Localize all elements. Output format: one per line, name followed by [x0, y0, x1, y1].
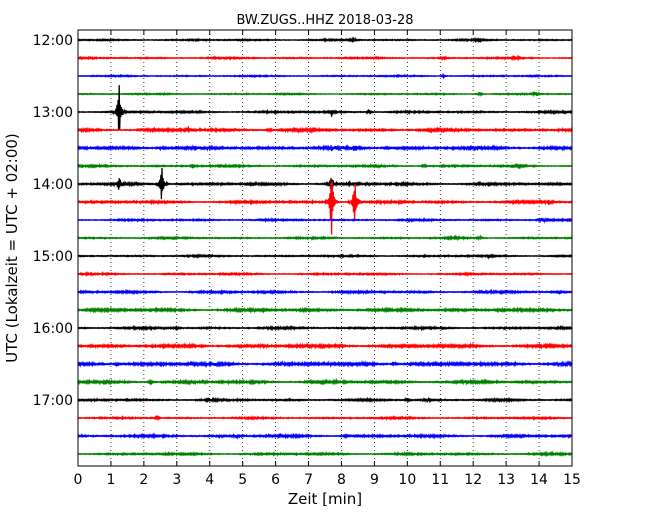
chart-title: BW.ZUGS..HHZ 2018-03-28 — [236, 13, 413, 28]
trace-line — [77, 324, 573, 332]
trace-line — [77, 432, 573, 440]
x-tick-label: 2 — [139, 472, 148, 488]
trace-line — [77, 54, 573, 62]
y-axis-label: UTC (Lokalzeit = UTC + 02:00) — [3, 133, 21, 363]
trace-line — [77, 217, 573, 224]
x-tick-label: 12 — [464, 472, 482, 488]
y-axis: 12:00 13:00 14:00 15:00 16:00 17:00 — [33, 33, 572, 409]
trace-line — [77, 162, 573, 170]
trace-line — [77, 270, 573, 278]
grid-lines — [110, 30, 540, 466]
trace-line — [77, 450, 573, 458]
y-tick-label: 16:00 — [33, 321, 73, 337]
trace-line — [77, 126, 573, 135]
x-tick-label: 0 — [74, 472, 83, 488]
y-tick-label: 13:00 — [33, 105, 73, 121]
x-tick-label: 10 — [398, 472, 416, 488]
trace-line — [77, 396, 573, 404]
plot-frame — [77, 29, 573, 467]
y-tick-label: 12:00 — [33, 33, 73, 49]
x-tick-label: 15 — [563, 472, 581, 488]
trace-line — [77, 341, 573, 351]
x-tick-label: 13 — [497, 472, 515, 488]
trace-line — [77, 85, 573, 131]
trace-line — [77, 377, 573, 386]
trace-line — [77, 72, 573, 80]
x-axis-label: Zeit [min] — [288, 490, 362, 508]
x-tick-label: 8 — [337, 472, 346, 488]
trace-line — [77, 288, 573, 296]
x-tick-label: 7 — [304, 472, 313, 488]
x-tick-label: 1 — [106, 472, 115, 488]
trace-line — [77, 414, 573, 422]
x-tick-label: 4 — [205, 472, 214, 488]
trace-line — [77, 180, 573, 235]
x-tick-label: 3 — [172, 472, 181, 488]
y-tick-label: 15:00 — [33, 249, 73, 265]
x-axis: 0 1 2 3 4 5 6 7 8 9 10 11 12 13 14 15 — [74, 30, 581, 488]
trace-line — [77, 234, 573, 242]
y-tick-label: 14:00 — [33, 177, 73, 193]
trace-line — [77, 144, 573, 152]
trace-line — [77, 90, 573, 98]
trace-group — [77, 36, 573, 458]
y-tick-label: 17:00 — [33, 393, 73, 409]
x-tick-label: 14 — [530, 472, 548, 488]
x-tick-label: 5 — [238, 472, 247, 488]
trace-line — [77, 253, 573, 261]
x-tick-label: 6 — [271, 472, 280, 488]
x-tick-label: 9 — [370, 472, 379, 488]
trace-line — [77, 306, 573, 314]
trace-line — [77, 36, 573, 44]
trace-line — [77, 167, 573, 200]
x-tick-label: 11 — [431, 472, 449, 488]
trace-line — [77, 359, 573, 368]
